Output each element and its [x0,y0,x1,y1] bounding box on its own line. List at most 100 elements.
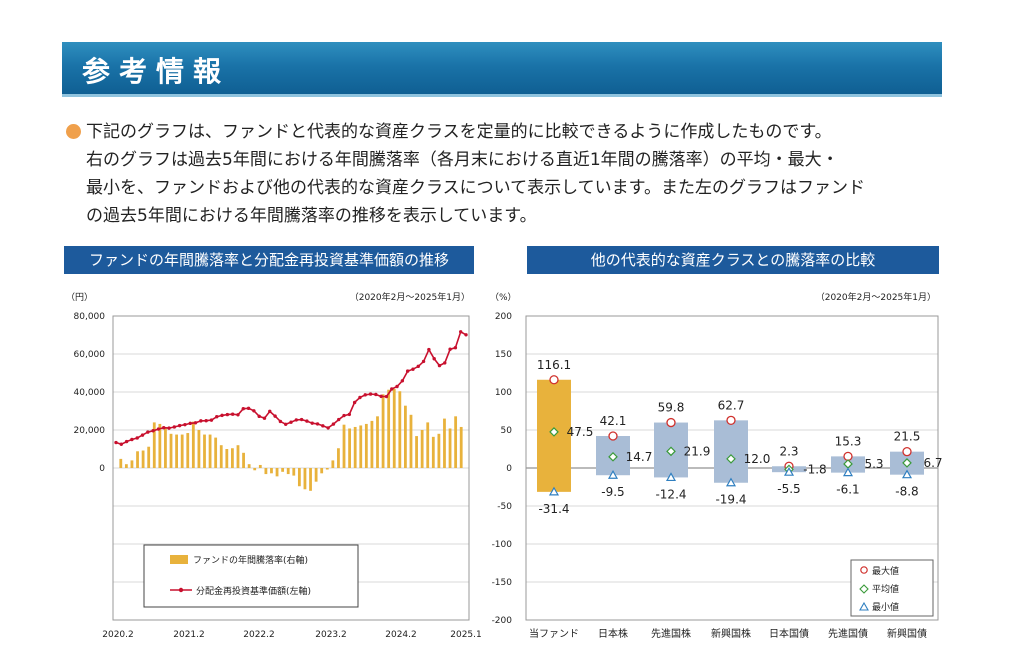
return-bar [242,452,245,468]
return-bar [454,416,458,468]
return-bar [147,446,151,468]
return-bar [297,468,301,487]
max-label: 2.3 [779,444,798,458]
nav-point [193,421,198,425]
nav-point [416,364,420,369]
nav-point [352,400,357,405]
right-y-tick: 50 [501,426,513,436]
nav-point [464,333,468,337]
nav-point [421,359,426,364]
category-label: 先進国債 [828,627,868,640]
right-unit-label: （%） [490,292,517,303]
max-label: 116.1 [537,358,571,372]
nav-point [188,421,192,426]
nav-point [130,437,134,442]
legend-avg-label: 平均値 [872,583,899,595]
nav-point [315,422,320,426]
min-marker [665,472,677,482]
return-bar [175,434,178,468]
nav-point [204,418,208,423]
nav-point [236,413,240,417]
nav-point [358,395,362,400]
category-label: 日本国債 [769,627,809,640]
nav-point [326,426,330,430]
return-bar [208,434,212,468]
return-bar [124,464,128,468]
left-legend: ファンドの年間騰落率(右軸) 分配金再投資基準価額(左軸) [143,544,359,608]
nav-point [321,424,325,428]
left-period-label: （2020年2月～2025年1月） [350,291,470,303]
nav-point [172,425,177,429]
return-bar [420,430,424,468]
min-label: -6.1 [836,483,859,497]
category-label: 当ファンド [529,627,579,640]
min-label: -5.5 [777,482,800,496]
nav-point [135,436,139,440]
return-bar [359,425,363,468]
left-legend-box [143,544,359,608]
return-bar [130,460,134,468]
nav-point [289,420,293,424]
nav-point [268,409,272,414]
nav-point [278,419,283,424]
right-period-label: （2020年2月～2025年1月） [816,291,936,303]
legend-line-label: 分配金再投資基準価額(左軸) [196,585,311,597]
legend-max-label: 最大値 [872,565,899,577]
return-bar [203,434,206,468]
return-bar [392,388,396,468]
return-bar [225,449,229,468]
return-bar [191,421,195,468]
min-label: -31.4 [538,502,569,516]
category-label: 日本株 [598,627,628,640]
return-bar [309,468,312,491]
nav-point [395,384,399,389]
nav-point [177,423,182,428]
return-bar [186,433,190,468]
return-bar [152,422,156,468]
legend-avg-marker [859,584,869,594]
avg-label: 14.7 [626,450,653,464]
nav-point [230,412,235,416]
return-bar [443,418,446,468]
return-bar [409,414,413,468]
return-bar [448,428,452,468]
nav-point [257,414,261,419]
category-label: 新興国株 [711,627,751,640]
return-bar [387,389,391,468]
max-marker [902,447,912,457]
return-bar [214,437,218,468]
avg-marker [726,454,736,464]
nav-point [209,418,214,422]
nav-point [246,406,251,411]
nav-point [379,394,383,399]
nav-point [411,367,415,371]
return-bar [292,468,296,476]
return-bar [404,405,407,468]
avg-marker [666,446,676,457]
left-x-tick: 2020.2 [102,630,134,640]
nav-point [363,393,367,397]
return-bar [370,420,374,468]
nav-point [342,413,346,418]
nav-point [146,430,150,434]
return-bar [353,426,357,468]
max-label: 59.8 [658,401,685,415]
return-bar [258,464,262,468]
category-label: 新興国債 [887,627,927,640]
left-x-tick: 2021.2 [173,630,205,640]
nav-point [299,417,304,422]
nav-point [400,379,405,383]
nav-point [405,369,410,373]
nav-point [119,442,124,446]
intro-line-4: の過去5年間における年間騰落率の推移を表示しています。 [86,206,537,226]
return-bar [348,428,351,468]
left-y-tick: 60,000 [74,350,106,360]
max-label: 42.1 [600,414,627,428]
nav-point [262,416,267,420]
nav-point [448,347,452,351]
return-bar [275,468,279,477]
return-bar [331,460,335,468]
nav-point [124,439,129,444]
return-bar [398,391,402,468]
